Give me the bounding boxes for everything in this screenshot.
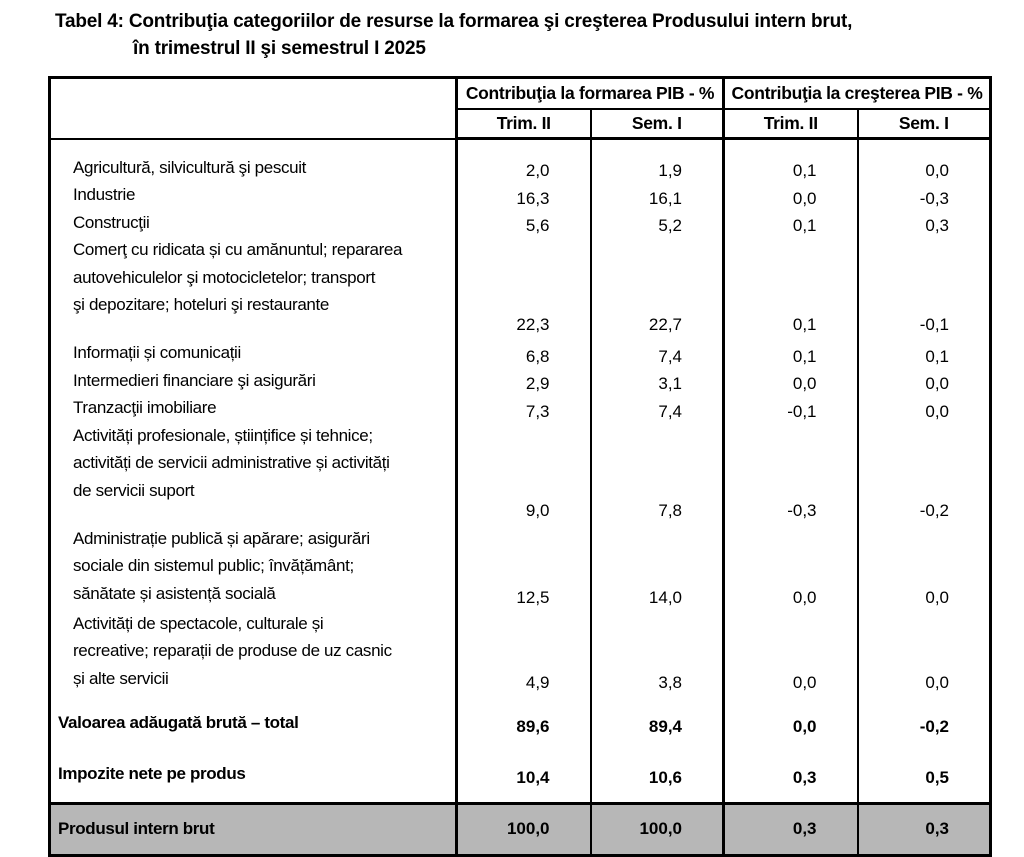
value-cell: -0,2 bbox=[856, 694, 991, 744]
table-row: Intermedieri financiare şi asigurări 2,9 3… bbox=[49, 366, 991, 394]
row-label: Tranzacţii imobiliare bbox=[49, 394, 458, 422]
row-label: Activități de spectacole, culturale și r… bbox=[49, 609, 458, 695]
table-title: Tabel 4: Contribuţia categoriilor de res… bbox=[0, 0, 1024, 62]
value-cell: 10,6 bbox=[589, 743, 724, 803]
table-row: Activități de spectacole, culturale și r… bbox=[49, 609, 991, 695]
value-cell: 9,0 bbox=[525, 500, 550, 520]
row-label: Informații și comunicații bbox=[49, 339, 458, 367]
row-label: Impozite nete pe produs bbox=[49, 743, 458, 803]
value-cell: 100,0 bbox=[589, 801, 724, 855]
group-header-cresterea: Contribuţia la creşterea PIB - % bbox=[722, 77, 991, 110]
table-row: Produsul intern brut 100,0 100,0 0,3 0,3 bbox=[49, 801, 991, 855]
value-cell: 2,0 bbox=[525, 161, 550, 180]
table-row: Activități profesionale, științifice și … bbox=[49, 421, 991, 525]
value-cell: 16,3 bbox=[516, 188, 550, 208]
row-label: Administrație publică și apărare; asigur… bbox=[49, 524, 458, 610]
value-cell: 3,8 bbox=[589, 609, 724, 695]
value-cell: 0,3 bbox=[722, 801, 858, 855]
value-cell: -0,3 bbox=[856, 181, 991, 209]
row-label: Agricultură, silvicultură şi pescuit bbox=[49, 138, 458, 181]
value-cell: 7,4 bbox=[589, 339, 724, 367]
value-cell: 7,8 bbox=[589, 421, 724, 525]
gdp-contribution-table: Contribuţia la formarea PIB - % Contribu… bbox=[48, 76, 993, 857]
value-cell: 0,0 bbox=[722, 524, 858, 610]
value-cell: 0,0 bbox=[722, 609, 858, 695]
sub-header-trim2-cresterea: Trim. II bbox=[722, 109, 858, 140]
value-cell: 0,1 bbox=[856, 339, 991, 367]
table-row: Valoarea adăugată brută – total 89,6 89,4 0… bbox=[49, 694, 991, 744]
table-row: Impozite nete pe produs 10,4 10,6 0,3 0,5 bbox=[49, 743, 991, 803]
corner-cell bbox=[49, 77, 458, 140]
value-cell: 1,9 bbox=[589, 138, 724, 181]
value-cell: 7,3 bbox=[525, 401, 550, 421]
row-label: Activități profesionale, științifice și … bbox=[49, 421, 458, 525]
value-cell: 0,0 bbox=[856, 138, 991, 181]
table-title-line2: în trimestrul II şi semestrul I 2025 bbox=[133, 38, 426, 59]
row-label: Valoarea adăugată brută – total bbox=[49, 694, 458, 744]
table-row: Administrație publică și apărare; asigur… bbox=[49, 524, 991, 610]
value-cell: 0,0 bbox=[856, 609, 991, 695]
sub-header-sem1-cresterea: Sem. I bbox=[856, 109, 991, 140]
table-row: Construcţii 5,6 5,2 0,1 0,3 bbox=[49, 208, 991, 236]
sub-header-row: Trim. II Sem. I Trim. II Sem. I bbox=[50, 109, 991, 140]
value-cell: -0,3 bbox=[722, 421, 858, 525]
value-cell: 16,1 bbox=[589, 181, 724, 209]
table-row: Informații și comunicații 6,8 7,4 0,1 0,1 bbox=[49, 339, 991, 367]
value-cell: 0,0 bbox=[856, 394, 991, 422]
value-cell: 0,0 bbox=[856, 366, 991, 394]
sub-header-trim2-formarea: Trim. II bbox=[456, 109, 591, 140]
value-cell: -0,2 bbox=[856, 421, 991, 525]
value-cell: 0,0 bbox=[722, 366, 858, 394]
row-label: Comerţ cu ridicata și cu amănuntul; repa… bbox=[49, 236, 458, 339]
value-cell: 0,3 bbox=[856, 801, 991, 855]
value-cell: 5,6 bbox=[525, 216, 550, 235]
value-cell: 12,5 bbox=[516, 587, 550, 607]
table-row: Agricultură, silvicultură şi pescuit 2,0 1… bbox=[49, 138, 991, 181]
table-row: Industrie 16,3 16,1 0,0 -0,3 bbox=[49, 181, 991, 209]
value-cell: 10,4 bbox=[516, 767, 550, 787]
value-cell: 22,7 bbox=[589, 236, 724, 339]
value-cell: 0,3 bbox=[722, 743, 858, 803]
value-cell: 0,5 bbox=[856, 743, 991, 803]
value-cell: 89,4 bbox=[589, 694, 724, 744]
group-header-formarea: Contribuţia la formarea PIB - % bbox=[456, 77, 724, 110]
row-label: Produsul intern brut bbox=[49, 801, 458, 855]
value-cell: 0,1 bbox=[722, 138, 858, 181]
value-cell: 89,6 bbox=[516, 716, 550, 736]
value-cell: 0,1 bbox=[722, 236, 858, 339]
value-cell: 22,3 bbox=[516, 315, 550, 334]
table-body: Agricultură, silvicultură şi pescuit 2,0 1… bbox=[49, 138, 991, 855]
value-cell: 0,0 bbox=[722, 694, 858, 744]
table-title-line1: Tabel 4: Contribuţia categoriilor de res… bbox=[55, 11, 853, 32]
value-cell: -0,1 bbox=[722, 394, 858, 422]
table-row: Comerţ cu ridicata și cu amănuntul; repa… bbox=[49, 236, 991, 339]
sub-header-sem1-formarea: Sem. I bbox=[589, 109, 724, 140]
value-cell: 0,3 bbox=[856, 208, 991, 236]
value-cell: 0,0 bbox=[722, 181, 858, 209]
row-label: Construcţii bbox=[49, 208, 458, 236]
value-cell: 5,2 bbox=[589, 208, 724, 236]
row-label: Intermedieri financiare şi asigurări bbox=[49, 366, 458, 394]
group-header-row: Contribuţia la formarea PIB - % Contribu… bbox=[49, 77, 991, 140]
value-cell: -0,1 bbox=[856, 236, 991, 339]
value-cell: 3,1 bbox=[589, 366, 724, 394]
table-row: Tranzacţii imobiliare 7,3 7,4 -0,1 0,0 bbox=[49, 394, 991, 422]
row-label: Industrie bbox=[49, 181, 458, 209]
value-cell: 4,9 bbox=[525, 672, 550, 692]
value-cell: 100,0 bbox=[456, 801, 591, 855]
value-cell: 14,0 bbox=[589, 524, 724, 610]
value-cell: 7,4 bbox=[589, 394, 724, 422]
value-cell: 0,1 bbox=[722, 339, 858, 367]
value-cell: 0,1 bbox=[722, 208, 858, 236]
value-cell: 2,9 bbox=[525, 374, 550, 393]
value-cell: 6,8 bbox=[525, 346, 550, 366]
value-cell: 0,0 bbox=[856, 524, 991, 610]
